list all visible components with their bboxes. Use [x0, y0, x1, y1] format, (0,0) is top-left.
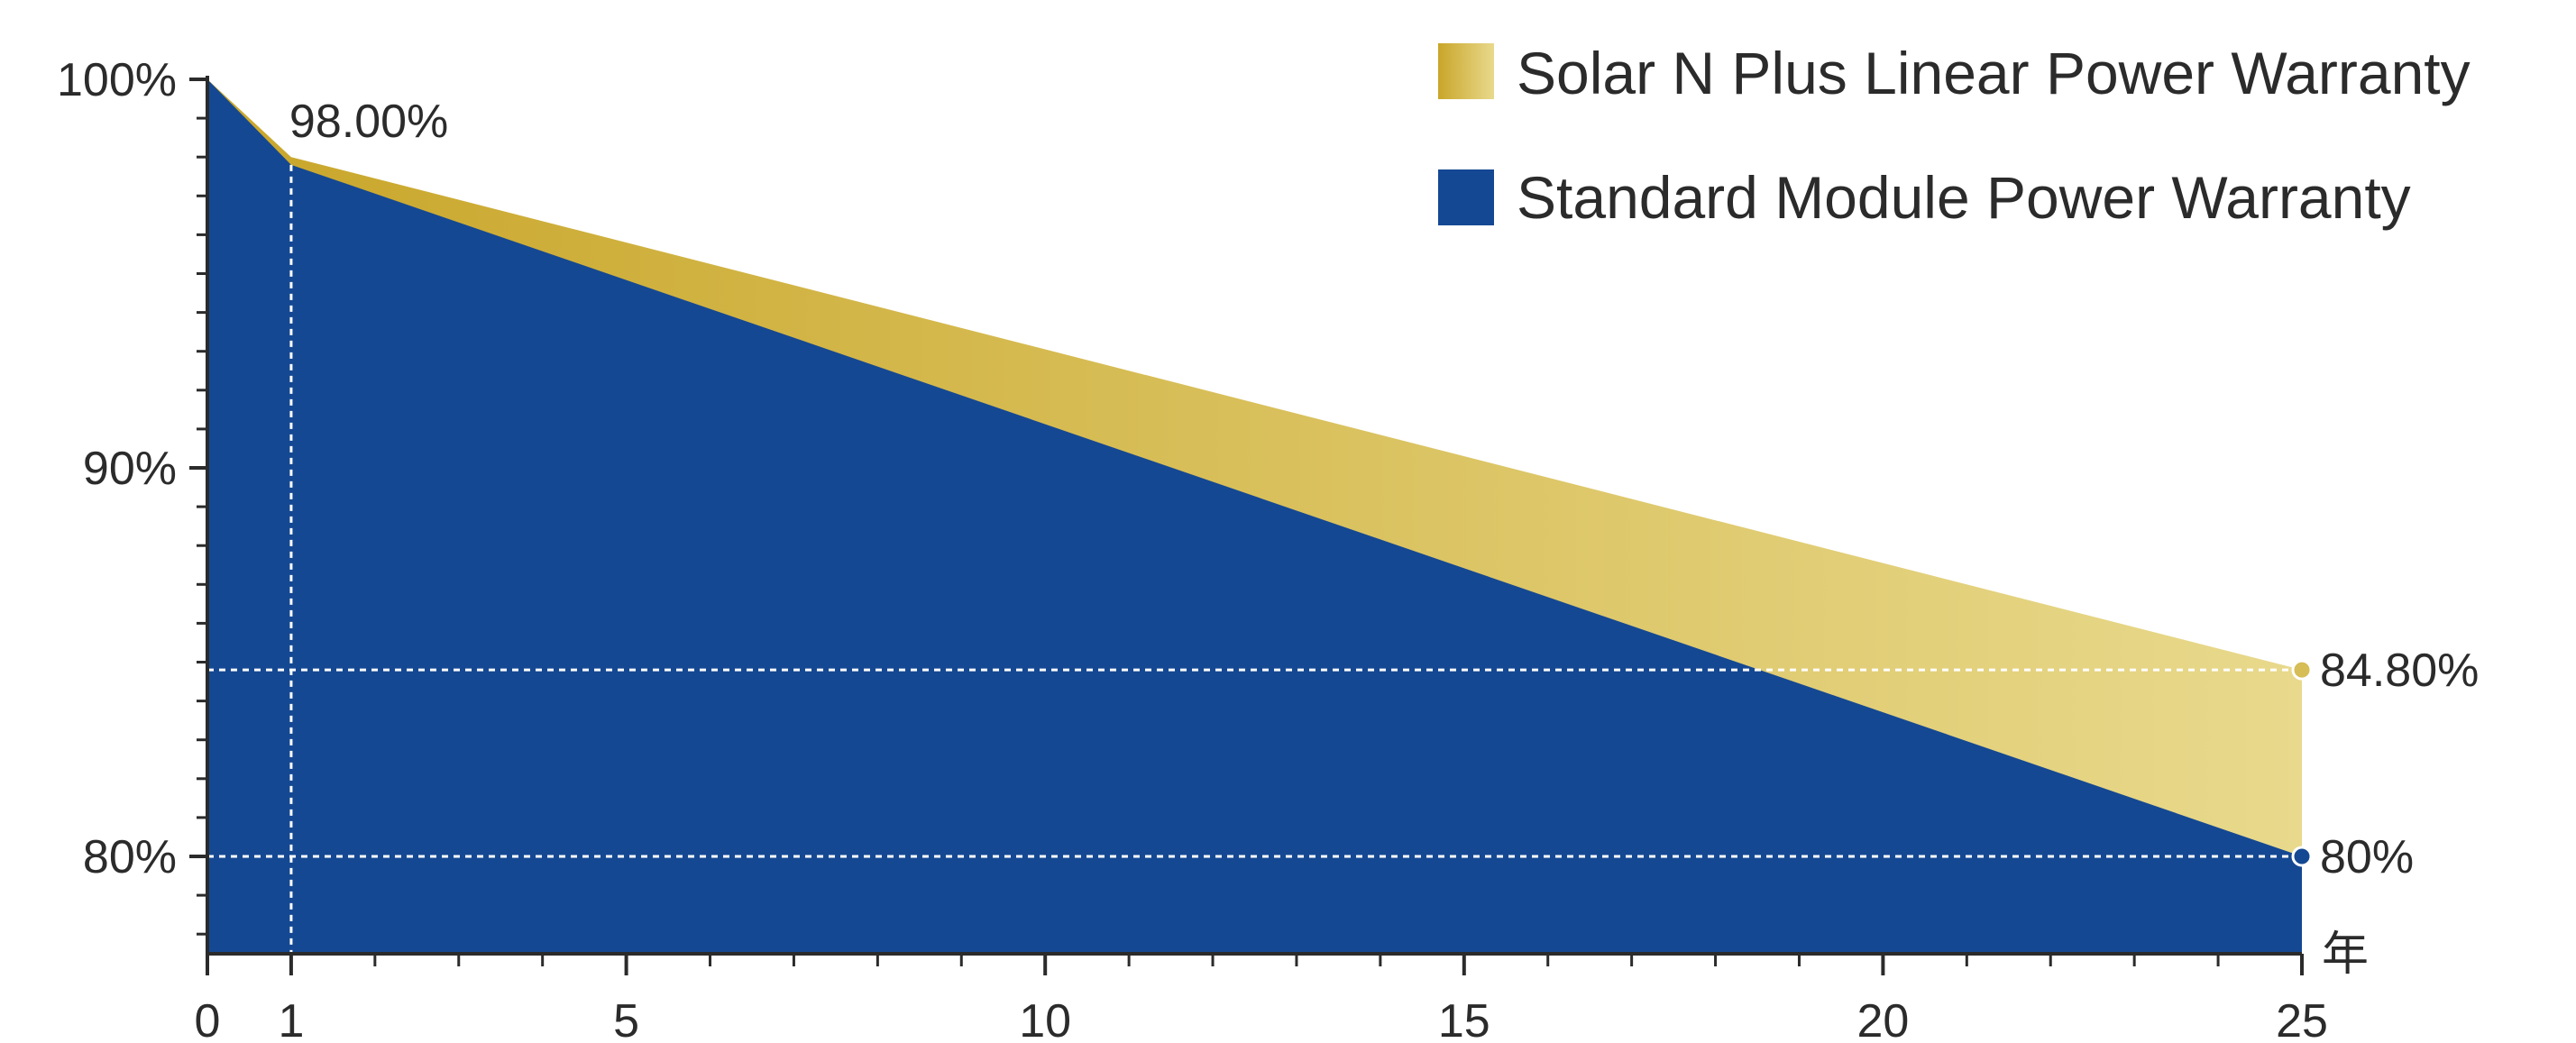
- annotation-label: 84.80%: [2320, 645, 2479, 697]
- y-tick-label: 100%: [57, 54, 177, 106]
- x-tick-label: 25: [2276, 995, 2328, 1043]
- annotation-label: 80%: [2320, 831, 2414, 883]
- legend-swatch-standard-module: [1438, 169, 1494, 225]
- x-tick-label: 0: [195, 995, 221, 1043]
- annotation-marker-1: [2291, 659, 2313, 681]
- annotation-marker-2: [2291, 846, 2313, 867]
- legend-label-solar-n-plus: Solar N Plus Linear Power Warranty: [1517, 40, 2471, 106]
- x-tick-label: 1: [278, 995, 304, 1043]
- area-standard-module: [207, 79, 2302, 954]
- legend-label-standard-module: Standard Module Power Warranty: [1517, 164, 2411, 231]
- legend-swatch-solar-n-plus: [1438, 43, 1494, 99]
- x-tick-label: 10: [1019, 995, 1071, 1043]
- legend: Solar N Plus Linear Power Warranty Stand…: [1438, 40, 2471, 231]
- x-tick-label: 5: [613, 995, 639, 1043]
- x-tick-label: 15: [1438, 995, 1490, 1043]
- annotation-label: 98.00%: [289, 96, 448, 148]
- x-tick-label: 20: [1856, 995, 1909, 1043]
- x-unit-label: 年: [2322, 929, 2369, 981]
- y-tick-label: 80%: [83, 831, 177, 883]
- y-tick-label: 90%: [83, 443, 177, 495]
